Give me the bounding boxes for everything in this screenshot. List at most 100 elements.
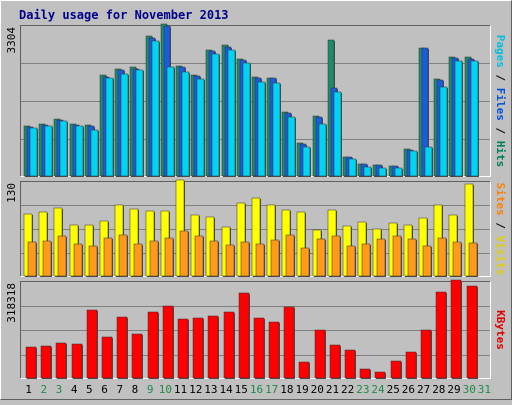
x-tick-label: 20: [311, 383, 324, 396]
bar-sites: [452, 241, 462, 277]
x-tick-label: 16: [250, 383, 263, 396]
bar-sites: [164, 237, 174, 277]
x-tick-label: 28: [432, 383, 445, 396]
x-tick-label: 22: [341, 383, 354, 396]
x-tick-label: 3: [56, 383, 63, 396]
bar-sites: [376, 238, 386, 277]
x-tick-label: 11: [174, 383, 187, 396]
bar-kbytes: [101, 336, 113, 379]
bar-pages: [242, 62, 251, 177]
bar-sites: [255, 243, 265, 277]
legend-part: Hits: [494, 141, 507, 168]
x-tick-label: 17: [265, 383, 278, 396]
bar-sites: [240, 241, 250, 277]
bar-kbytes: [253, 317, 265, 379]
bar-sites: [194, 235, 204, 277]
bar-kbytes: [420, 329, 432, 379]
bar-kbytes: [435, 291, 447, 379]
bar-pages: [151, 40, 160, 177]
bar-sites: [316, 238, 326, 277]
chart-panels: 3304 Pages / Files / Hits 130 Sites / Visit…: [5, 23, 507, 379]
bar-kbytes: [25, 346, 37, 379]
legend-part: Files: [494, 88, 507, 121]
bar-pages: [105, 77, 114, 177]
chart-title: Daily usage for November 2013: [19, 8, 229, 22]
bar-kbytes: [207, 315, 219, 379]
bar-sites: [42, 240, 52, 277]
bar-kbytes: [192, 317, 204, 379]
bar-pages: [135, 69, 144, 177]
x-tick-label: 7: [116, 383, 123, 396]
bar-pages: [181, 71, 190, 177]
bar-kbytes: [223, 311, 235, 379]
bar-kbytes: [147, 311, 159, 379]
bar-kbytes: [71, 343, 83, 379]
x-tick-label: 6: [101, 383, 108, 396]
x-tick-label: 23: [356, 383, 369, 396]
bar-kbytes: [314, 329, 326, 379]
x-tick-label: 12: [189, 383, 202, 396]
series-legend-label: KBytes: [494, 310, 507, 350]
x-tick-label: 19: [295, 383, 308, 396]
legend-part: Sites: [494, 183, 507, 216]
bar-kbytes: [55, 342, 67, 379]
bar-kbytes: [116, 316, 128, 379]
y-max-label: 130: [5, 183, 18, 203]
legend-part: KBytes: [494, 310, 507, 350]
x-tick-label: 21: [326, 383, 339, 396]
bar-sites: [133, 243, 143, 277]
bar-pages: [257, 81, 266, 177]
x-tick-label: 30: [463, 383, 476, 396]
x-axis-labels: 1 2 3 4 5 6 7 8 9 10 11 12 13 14 15 16 17 18 19 20 21 22 23 24 2…: [25, 383, 491, 396]
x-tick-label: 9: [147, 383, 154, 396]
legend-part: Pages: [494, 35, 507, 68]
bar-sites: [209, 240, 219, 277]
bar-kbytes: [162, 305, 174, 379]
bar-sites: [73, 243, 83, 277]
bar-sites: [422, 245, 432, 277]
bar-pages: [166, 66, 175, 177]
bar-sites: [300, 247, 310, 277]
bar-pages: [287, 116, 296, 177]
bar-sites: [27, 241, 37, 277]
bar-pages: [424, 146, 433, 177]
bar-pages: [348, 158, 357, 177]
legend-part: Visits: [494, 236, 507, 276]
series-legend-label: Sites / Visits: [494, 183, 507, 276]
bar-pages: [363, 166, 372, 177]
bar-pages: [470, 60, 479, 177]
bar-sites: [149, 240, 159, 277]
x-tick-label: 5: [86, 383, 93, 396]
x-tick-label: 31: [478, 383, 491, 396]
legend-part: /: [494, 216, 507, 236]
y-max-label: 3304: [5, 27, 18, 54]
panel-border-light: [20, 281, 491, 379]
bar-kbytes: [344, 349, 356, 379]
bar-sites: [225, 244, 235, 277]
x-tick-label: 8: [132, 383, 139, 396]
x-tick-label: 26: [402, 383, 415, 396]
x-tick-label: 1: [25, 383, 32, 396]
bar-kbytes: [466, 285, 478, 379]
bar-sites: [361, 243, 371, 277]
x-tick-label: 29: [447, 383, 460, 396]
bar-kbytes: [86, 309, 98, 379]
bar-kbytes: [298, 361, 310, 379]
panel-border-dark: [20, 25, 491, 177]
panel-border-dark: [20, 181, 491, 277]
bar-kbytes: [268, 321, 280, 379]
x-tick-label: 27: [417, 383, 430, 396]
bar-sites: [179, 230, 189, 277]
series-legend-label: Pages / Files / Hits: [494, 35, 507, 168]
bar-sites: [57, 235, 67, 277]
bar-kbytes: [238, 292, 250, 379]
legend-part: /: [494, 68, 507, 88]
bar-sites: [285, 234, 295, 277]
x-tick-label: 25: [387, 383, 400, 396]
bar-kbytes: [283, 306, 295, 379]
x-tick-label: 24: [371, 383, 385, 396]
x-tick-label: 18: [280, 383, 293, 396]
x-tick-label: 15: [235, 383, 248, 396]
